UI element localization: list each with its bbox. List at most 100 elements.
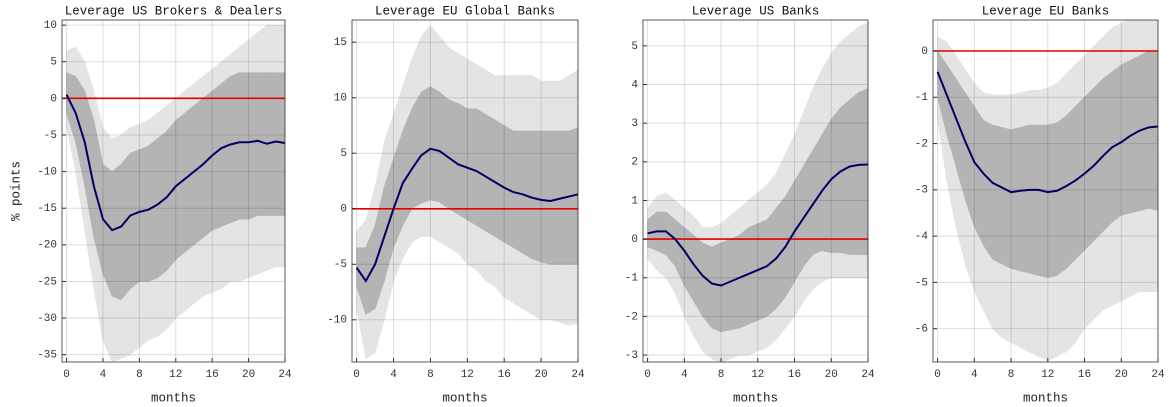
x-axis-label: months (151, 391, 196, 405)
confidence-band (457, 102, 468, 221)
confidence-band (1001, 126, 1012, 270)
y-tick-label: -3 (915, 185, 928, 197)
confidence-band (439, 91, 450, 210)
chart-title: Leverage EU Banks (982, 4, 1110, 18)
y-tick-label: -2 (915, 138, 928, 150)
y-tick-label: -30 (37, 313, 57, 325)
x-tick-label: 20 (825, 369, 838, 381)
confidence-band (1148, 50, 1158, 211)
x-tick-label: 4 (971, 369, 978, 381)
confidence-band (1047, 122, 1058, 279)
chart-title: Leverage US Banks (692, 4, 820, 18)
y-tick-label: -10 (37, 166, 57, 178)
x-tick-label: 12 (1041, 369, 1054, 381)
x-tick-label: 0 (353, 369, 360, 381)
confidence-band (729, 234, 740, 331)
y-tick-label: -5 (334, 259, 347, 271)
confidence-band (248, 72, 258, 220)
plot-frame (932, 19, 1159, 363)
plot-area (643, 20, 868, 362)
chart-title: Leverage EU Global Banks (375, 4, 555, 18)
panel: 0 4 8 12 16 20 24 -10 -5 0 5 10 15 Leverage EU Global… (327, 4, 585, 405)
x-tick-label: 24 (1151, 369, 1165, 381)
x-tick-label: 4 (681, 369, 688, 381)
y-tick-label: 15 (334, 37, 347, 49)
y-tick-label: -25 (37, 276, 57, 288)
x-tick-label: 20 (535, 369, 548, 381)
confidence-band (702, 242, 713, 329)
x-axis-label: months (733, 391, 778, 405)
y-tick-label: -35 (37, 350, 57, 362)
plot-area (62, 20, 285, 362)
x-tick-label: 8 (1008, 369, 1015, 381)
confidence-band (420, 86, 431, 204)
x-tick-label: 0 (644, 369, 651, 381)
x-tick-label: 24 (278, 369, 292, 381)
confidence-band (1056, 115, 1067, 277)
y-tick-label: -5 (915, 277, 928, 289)
y-tick-label: -15 (37, 203, 57, 215)
x-tick-label: 24 (861, 369, 875, 381)
confidence-band (476, 108, 487, 232)
x-tick-label: 0 (63, 369, 70, 381)
panel: 0 4 8 12 16 20 24 -6 -5 -4 -3 -2 -1 0 Leverage EU Bank… (915, 4, 1165, 405)
panel: 0 4 8 12 16 20 24 -35 -30 -25 -20 -15 -10 -5 0 5 10 Lever… (9, 4, 292, 405)
y-tick-label: 10 (334, 93, 347, 105)
y-tick-label: 5 (50, 57, 57, 69)
x-tick-label: 16 (788, 369, 801, 381)
confidence-band (485, 113, 496, 238)
median-line (936, 71, 1158, 194)
x-axis-label: months (1023, 391, 1068, 405)
confidence-band (1065, 105, 1076, 270)
confidence-band (858, 88, 868, 255)
plot-area (933, 20, 1158, 362)
x-tick-label: 16 (498, 369, 511, 381)
confidence-band (974, 105, 984, 246)
y-tick-label: 4 (631, 79, 638, 91)
confidence-band (275, 72, 285, 216)
y-tick-label: -1 (625, 273, 639, 285)
confidence-band (494, 119, 505, 243)
confidence-band (711, 242, 722, 333)
confidence-band (849, 91, 860, 255)
confidence-band (503, 124, 514, 249)
plot-frame (642, 19, 869, 363)
confidence-band (111, 163, 122, 301)
median-line (65, 94, 285, 232)
x-tick-label: 16 (206, 369, 219, 381)
x-tick-label: 4 (100, 369, 107, 381)
plot-frame (351, 19, 579, 363)
x-tick-label: 12 (751, 369, 764, 381)
confidence-band (1019, 124, 1030, 274)
y-tick-label: 5 (340, 148, 347, 160)
x-tick-label: 12 (461, 369, 474, 381)
median-line (647, 163, 868, 287)
confidence-band (550, 130, 560, 265)
confidence-band (656, 211, 667, 256)
y-tick-label: -5 (44, 130, 57, 142)
confidence-band (102, 163, 113, 297)
y-tick-label: 2 (631, 157, 638, 169)
y-tick-label: -10 (327, 315, 347, 327)
x-tick-label: 12 (169, 369, 182, 381)
y-tick-label: -1 (915, 92, 929, 104)
y-tick-label: 0 (50, 93, 57, 105)
confidence-band (129, 149, 140, 290)
x-tick-label: 16 (1078, 369, 1091, 381)
y-tick-label: 1 (631, 195, 638, 207)
confidence-band (803, 149, 814, 268)
y-tick-label: -4 (915, 231, 929, 243)
x-axis-label: months (442, 391, 487, 405)
plot-area (352, 20, 578, 362)
x-tick-label: 0 (934, 369, 941, 381)
confidence-band (411, 91, 422, 210)
y-tick-label: -3 (625, 350, 638, 362)
confidence-band (1010, 126, 1021, 272)
confidence-band (540, 130, 551, 265)
confidence-band (448, 99, 459, 215)
confidence-band (430, 86, 440, 203)
y-tick-label: 0 (631, 234, 638, 246)
x-tick-label: 8 (427, 369, 434, 381)
y-tick-label: 10 (44, 20, 57, 32)
